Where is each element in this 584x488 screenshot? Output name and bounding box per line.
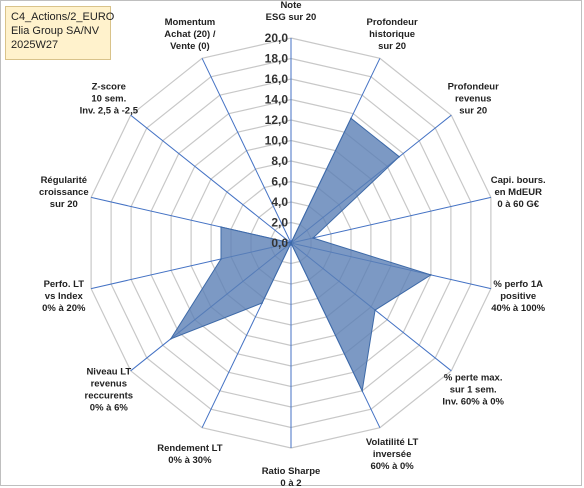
data-area xyxy=(169,117,433,393)
data-point-3 xyxy=(312,237,314,239)
axis-label-10: Perfo. LT vs Index 0% à 20% xyxy=(42,279,86,314)
tick-label-9: 18,0 xyxy=(265,52,289,66)
tick-label-10: 20,0 xyxy=(265,31,289,45)
data-point-5 xyxy=(374,309,376,311)
data-point-2 xyxy=(398,155,401,158)
tick-label-3: 6,0 xyxy=(271,175,288,189)
info-week: 2025W27 xyxy=(11,39,59,51)
data-point-6 xyxy=(361,390,364,392)
spoke-3 xyxy=(290,196,492,244)
axis-label-4: % perfo 1A positive 40% à 100% xyxy=(491,279,545,314)
axis-label-3: Capi. bours. en MdEUR 0 à 60 G€ xyxy=(491,175,546,210)
axis-label-0: Note ESG sur 20 xyxy=(266,0,317,23)
axis-label-13: Momentum Achat (20) / Vente (0) xyxy=(164,17,216,52)
tick-label-0: 0,0 xyxy=(271,236,288,250)
info-box: C4_Actions/2_EURO Elia Group SA/NV 2025W… xyxy=(5,6,115,60)
axis-label-7: Ratio Sharpe 0 à 2 xyxy=(262,466,321,488)
axis-label-8: Rendement LT 0% à 30% xyxy=(157,443,222,466)
axis-label-1: Profondeur historique sur 20 xyxy=(366,17,417,52)
tick-label-7: 14,0 xyxy=(265,93,289,107)
axis-label-11: Régularité croissance sur 20 xyxy=(39,175,89,210)
tick-label-4: 8,0 xyxy=(271,154,288,168)
data-point-11 xyxy=(220,226,222,228)
axis-label-9: Niveau LT revenus reccurents 0% à 6% xyxy=(85,366,134,413)
data-point-10 xyxy=(220,258,222,260)
tick-label-6: 12,0 xyxy=(265,113,289,127)
data-point-1 xyxy=(350,117,352,120)
data-point-13 xyxy=(290,242,292,244)
data-point-9 xyxy=(170,338,172,340)
data-point-4 xyxy=(430,274,432,276)
spoke-13 xyxy=(201,58,292,244)
spoke-12 xyxy=(130,114,292,244)
info-company: Elia Group SA/NV xyxy=(11,25,100,37)
info-category: C4_Actions/2_EURO xyxy=(11,11,115,23)
tick-label-1: 2,0 xyxy=(271,216,288,230)
tick-label-5: 10,0 xyxy=(265,134,289,148)
axis-label-6: Volatilité LT inversée 60% à 0% xyxy=(366,437,419,472)
axis-label-2: Profondeur revenus sur 20 xyxy=(448,82,499,117)
tick-label-8: 16,0 xyxy=(265,72,289,86)
axis-label-5: % perte max. sur 1 sem. Inv. 60% à 0% xyxy=(442,372,504,407)
data-point-8 xyxy=(261,302,263,304)
tick-label-2: 4,0 xyxy=(271,195,288,209)
axis-label-12: Z-score 10 sem. Inv. 2,5 à -2,5 xyxy=(80,82,139,117)
